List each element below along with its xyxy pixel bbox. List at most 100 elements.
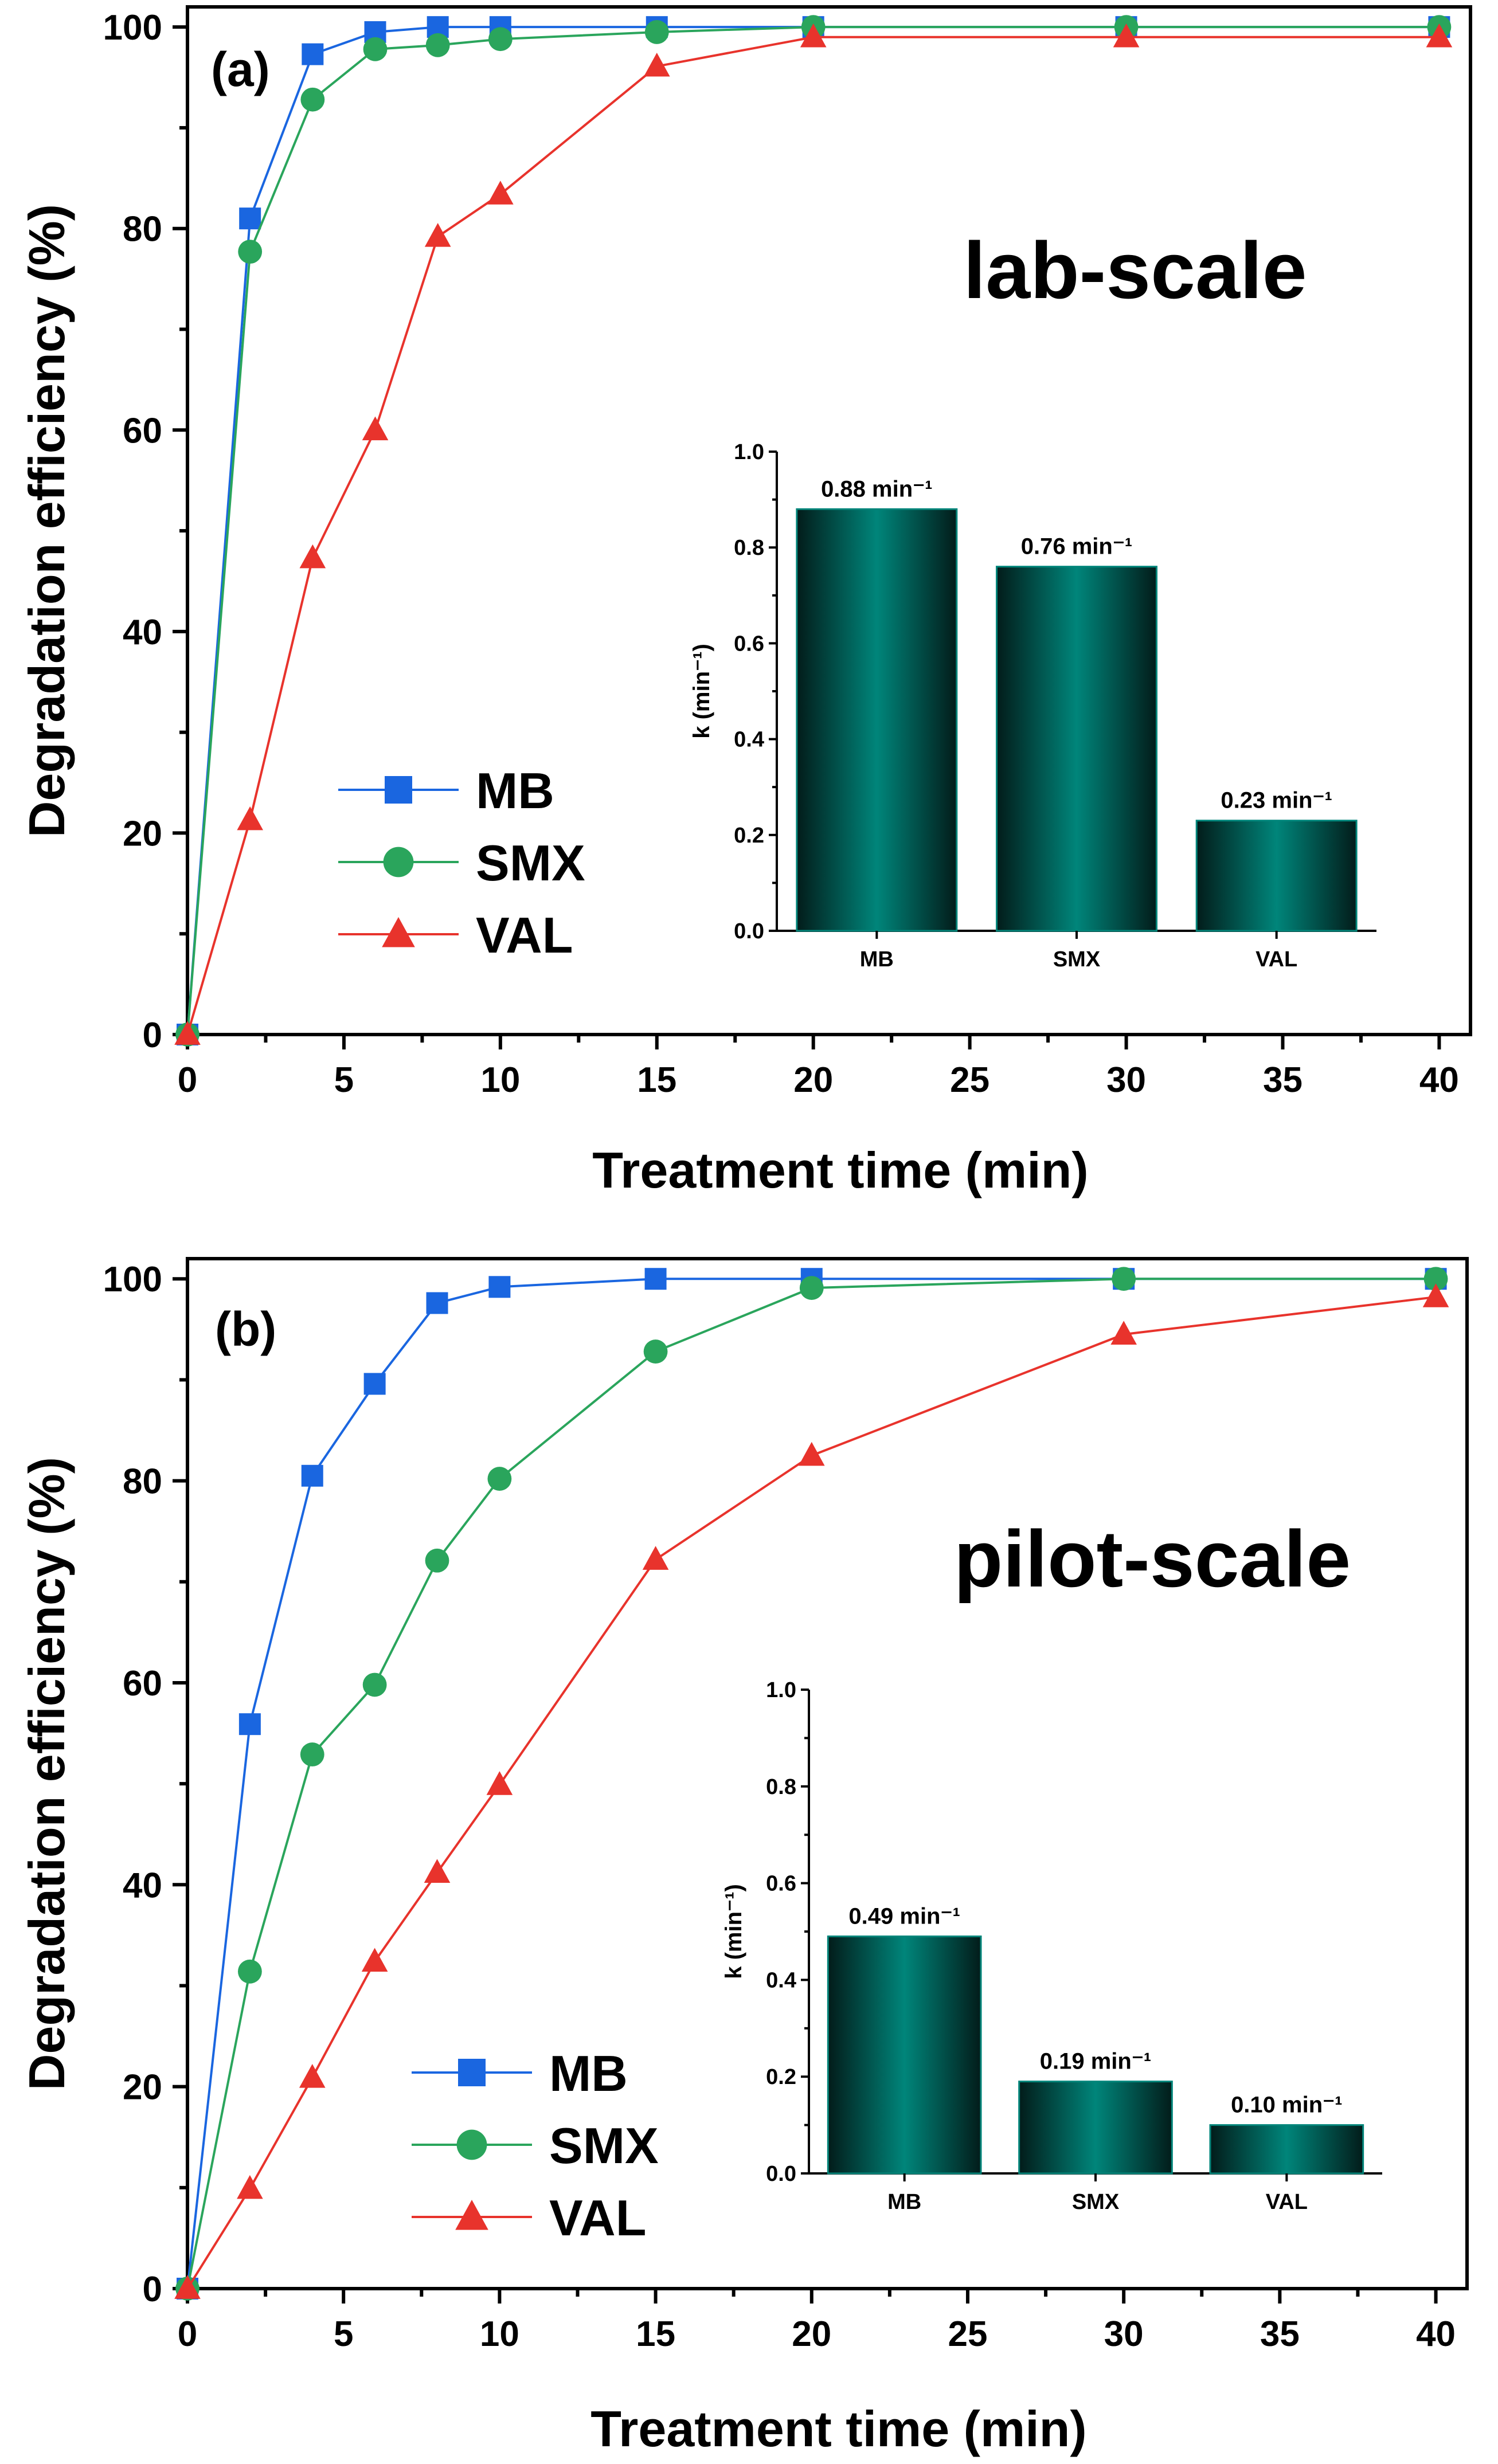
- data-point-smx: [1423, 1267, 1448, 1291]
- data-point-mb: [238, 1713, 261, 1736]
- x-tick-label: 0: [178, 2314, 197, 2354]
- data-point-smx: [1112, 1267, 1136, 1291]
- x-tick-label: 15: [636, 2314, 675, 2354]
- panel-b-chart: 0 5 10 15 20 25 30 35 40 0 20 40 60 80 100 Treatment ti…: [18, 1257, 1469, 2457]
- series-line-mb: [186, 1278, 1436, 2289]
- data-point-smx: [363, 37, 388, 61]
- data-point-val: [362, 416, 389, 441]
- inset-bar-label-mb: 0.88 min⁻¹: [821, 476, 933, 502]
- legend-marker-mb: [458, 2059, 486, 2086]
- series-line-smx: [186, 26, 1440, 1035]
- inset-y-tick-label: 1.0: [734, 440, 764, 464]
- panel-label: (a): [211, 42, 270, 96]
- inset-y-tick-label: 0.2: [766, 2065, 796, 2089]
- panel-a-chart: 0 5 10 15 20 25 30 35 40 0 20 40 60 80 100 Treatment ti…: [18, 5, 1472, 1198]
- data-point-val: [487, 181, 514, 205]
- data-point-val: [174, 2275, 201, 2299]
- data-point-val: [424, 223, 451, 247]
- x-tick-label: 20: [792, 2314, 831, 2354]
- inset-bar-mb: [796, 508, 958, 932]
- x-tick-label: 35: [1260, 2314, 1300, 2354]
- x-tick-label: 40: [1419, 1060, 1459, 1100]
- inset-x-tick-label-val: VAL: [1255, 947, 1297, 972]
- x-tick-label: 25: [948, 2314, 987, 2354]
- data-point-smx: [643, 1339, 668, 1364]
- legend-marker-mb: [385, 776, 412, 804]
- series-line-val: [186, 1295, 1436, 2290]
- legend-label-mb: MB: [549, 2045, 628, 2102]
- x-tick-label: 25: [950, 1060, 989, 1100]
- x-tick-label: 0: [178, 1060, 197, 1100]
- y-tick-label: 20: [123, 2068, 162, 2107]
- x-tick-label: 5: [334, 2314, 353, 2354]
- inset-bar-label-smx: 0.76 min⁻¹: [1021, 534, 1133, 559]
- data-point-val: [299, 544, 326, 569]
- y-tick-label: 40: [123, 1866, 162, 1905]
- y-tick-label: 80: [123, 1462, 162, 1502]
- inset-y-tick-label: 0.4: [766, 1968, 796, 1992]
- legend-marker-val: [382, 917, 415, 947]
- data-point-smx: [425, 1548, 449, 1573]
- inset-y-tick-label: 1.0: [766, 1678, 796, 1702]
- inset-y-tick-label: 0.0: [766, 2162, 796, 2186]
- data-point-val: [1110, 1321, 1137, 1345]
- scale-annotation: lab-scale: [963, 225, 1307, 315]
- data-point-smx: [799, 1276, 824, 1300]
- data-point-val: [643, 52, 670, 77]
- scale-annotation: pilot-scale: [954, 1514, 1351, 1604]
- inset-bar-label-mb: 0.49 min⁻¹: [848, 1903, 960, 1929]
- legend-marker-smx: [456, 2129, 487, 2160]
- y-tick-label: 80: [123, 210, 162, 249]
- data-point-smx: [487, 1467, 512, 1491]
- x-tick-label: 35: [1263, 1060, 1303, 1100]
- inset-bar-label-val: 0.23 min⁻¹: [1221, 788, 1332, 813]
- plot-frame: [186, 5, 1472, 1036]
- inset-y-tick-label: 0.0: [734, 919, 764, 943]
- data-point-val: [361, 1948, 388, 1972]
- series-line-smx: [186, 1278, 1436, 2289]
- y-tick-label: 40: [123, 613, 162, 652]
- x-tick-label: 40: [1416, 2314, 1456, 2354]
- data-point-smx: [238, 240, 263, 264]
- inset-bar-smx: [996, 566, 1157, 932]
- y-tick-label: 0: [143, 1016, 162, 1055]
- data-point-smx: [237, 1959, 262, 1984]
- inset-bar-mb: [827, 1935, 982, 2175]
- data-point-smx: [300, 1742, 324, 1766]
- data-point-mb: [239, 207, 261, 230]
- inset-y-tick-label: 0.8: [734, 536, 764, 560]
- legend-label-smx: SMX: [476, 835, 585, 891]
- data-point-mb: [488, 1276, 511, 1298]
- data-point-val: [237, 2175, 263, 2199]
- inset-bar-label-val: 0.10 min⁻¹: [1231, 2093, 1343, 2118]
- inset-y-tick-label: 0.8: [766, 1775, 796, 1799]
- data-point-mb: [644, 1268, 667, 1290]
- inset-x-tick-label-val: VAL: [1266, 2190, 1308, 2214]
- inset-y-axis-title: k (min⁻¹): [721, 1884, 746, 1979]
- x-tick-label: 30: [1106, 1060, 1146, 1100]
- legend-marker-val: [455, 2200, 488, 2230]
- data-point-mb: [426, 1292, 448, 1314]
- inset-y-axis-title: k (min⁻¹): [689, 644, 714, 739]
- legend-label-val: VAL: [549, 2189, 646, 2246]
- panel-label: (b): [215, 1302, 276, 1356]
- inset-y-tick-label: 0.4: [734, 728, 764, 752]
- series-line-val: [186, 36, 1440, 1035]
- inset-y-tick-label: 0.6: [734, 632, 764, 656]
- inset-y-tick-label: 0.6: [766, 1872, 796, 1896]
- data-point-val: [237, 806, 263, 831]
- data-point-mb: [301, 1464, 323, 1487]
- inset-bar-smx: [1018, 2081, 1173, 2175]
- data-point-mb: [363, 1373, 386, 1395]
- data-point-val: [299, 2064, 326, 2088]
- y-tick-label: 100: [103, 8, 162, 48]
- x-tick-label: 10: [480, 1060, 520, 1100]
- y-tick-label: 0: [143, 2270, 162, 2309]
- data-point-smx: [488, 27, 513, 52]
- inset-bar-label-smx: 0.19 min⁻¹: [1040, 2049, 1152, 2074]
- inset-y-tick-label: 0.2: [734, 824, 764, 848]
- data-point-val: [798, 1441, 825, 1466]
- y-tick-label: 60: [123, 1664, 162, 1703]
- x-tick-label: 15: [637, 1060, 676, 1100]
